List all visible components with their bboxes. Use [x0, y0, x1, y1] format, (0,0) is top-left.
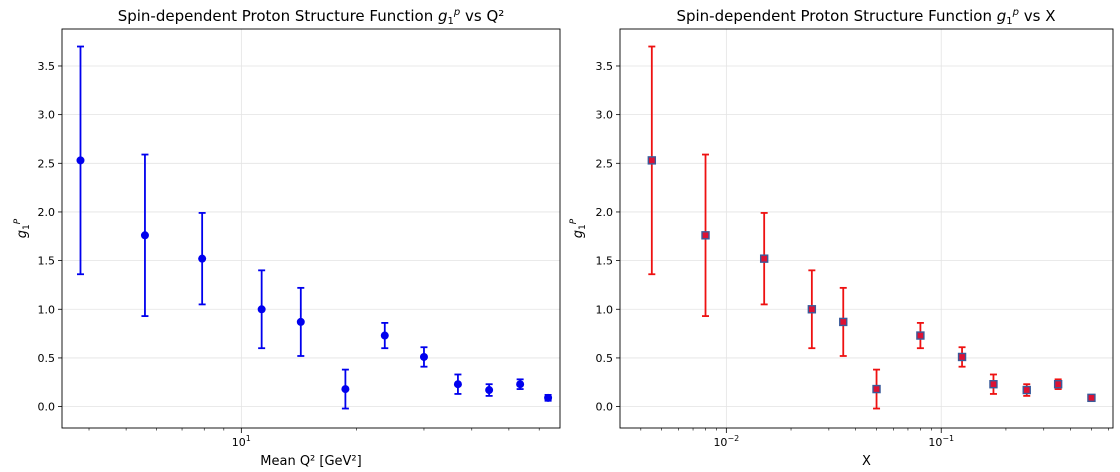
marker-circle [453, 380, 462, 389]
marker-square [1053, 380, 1063, 389]
marker-circle [257, 305, 266, 314]
data-point [872, 368, 881, 410]
x-tick-label: 101 [232, 434, 251, 449]
data-point [916, 321, 925, 350]
grid [620, 29, 1113, 428]
data-point [341, 368, 350, 410]
marker-circle [516, 380, 525, 389]
y-tick-label: 3.0 [38, 109, 56, 122]
data-point [759, 212, 769, 306]
marker-square [759, 254, 769, 263]
x-tick-label: 10−1 [928, 434, 954, 449]
data-point [380, 321, 389, 350]
marker-circle [544, 393, 553, 402]
y-tick-label: 3.0 [596, 109, 614, 122]
y-tick-label: 3.5 [38, 60, 56, 73]
data-point [1053, 378, 1063, 390]
y-tick-label: 2.0 [38, 206, 56, 219]
axes: 0.0 0.5 1.0 1.5 2.0 2.5 3.0 3.5 101 [38, 60, 540, 449]
marker-square [839, 317, 848, 327]
data-point [807, 269, 817, 350]
data-point [76, 45, 85, 276]
data-point [1087, 393, 1096, 403]
marker-square [989, 380, 998, 389]
y-tick-label: 2.5 [596, 157, 614, 170]
marker-square [1022, 385, 1031, 395]
data-series [76, 45, 553, 410]
y-tick-label: 1.5 [38, 255, 56, 268]
y-tick-label: 1.0 [596, 303, 614, 316]
data-point [544, 393, 553, 402]
y-tick-label: 0.5 [38, 352, 56, 365]
marker-circle [76, 156, 85, 165]
data-point [957, 346, 967, 368]
marker-square [701, 231, 710, 240]
marker-square [1087, 393, 1096, 403]
marker-circle [485, 386, 494, 395]
data-point [296, 286, 305, 357]
data-point [419, 346, 428, 368]
marker-circle [419, 352, 428, 361]
y-tick-label: 3.5 [596, 60, 614, 73]
marker-circle [296, 317, 305, 326]
grid [62, 29, 560, 428]
data-point [989, 373, 998, 395]
marker-square [916, 331, 925, 340]
chart-title: Spin-dependent Proton Structure Function… [676, 7, 1055, 27]
y-axis-label: g1P [569, 218, 588, 238]
data-point [198, 212, 207, 306]
x-axis-label: Mean Q² [GeV²] [260, 454, 361, 469]
data-point [257, 269, 266, 350]
marker-square [647, 156, 657, 165]
y-tick-label: 0.0 [38, 401, 56, 414]
data-point [453, 373, 462, 395]
chart-title: Spin-dependent Proton Structure Function… [118, 7, 505, 27]
chart-1: 0.0 0.5 1.0 1.5 2.0 2.5 3.0 3.5 101 Spin-dependen… [13, 7, 561, 469]
data-point [1022, 383, 1031, 397]
marker-square [957, 352, 967, 362]
y-tick-label: 0.5 [596, 352, 614, 365]
x-tick-label: 10−2 [713, 434, 739, 449]
x-axis-label: X [862, 454, 871, 469]
data-point [485, 383, 494, 397]
y-tick-label: 1.5 [596, 255, 614, 268]
y-tick-label: 2.0 [596, 206, 614, 219]
y-tick-label: 1.0 [38, 303, 56, 316]
marker-square [872, 384, 881, 394]
data-point [516, 378, 525, 390]
data-series [647, 45, 1096, 410]
data-point [647, 45, 657, 276]
marker-circle [341, 385, 350, 394]
data-point [701, 153, 710, 317]
plot-frame [619, 28, 1114, 429]
marker-circle [198, 254, 207, 263]
y-tick-label: 2.5 [38, 157, 56, 170]
marker-square [807, 305, 817, 314]
axes: 0.0 0.5 1.0 1.5 2.0 2.5 3.0 3.5 10−2 10−1 [596, 60, 1109, 449]
data-point [839, 286, 848, 357]
chart-2: 0.0 0.5 1.0 1.5 2.0 2.5 3.0 3.5 10−2 10−1 Spin-dep… [569, 7, 1114, 469]
y-axis-label: g1P [13, 218, 32, 238]
marker-circle [140, 231, 149, 240]
marker-circle [380, 331, 389, 340]
data-point [140, 153, 149, 317]
y-tick-label: 0.0 [596, 401, 614, 414]
plot-frame [61, 28, 561, 429]
